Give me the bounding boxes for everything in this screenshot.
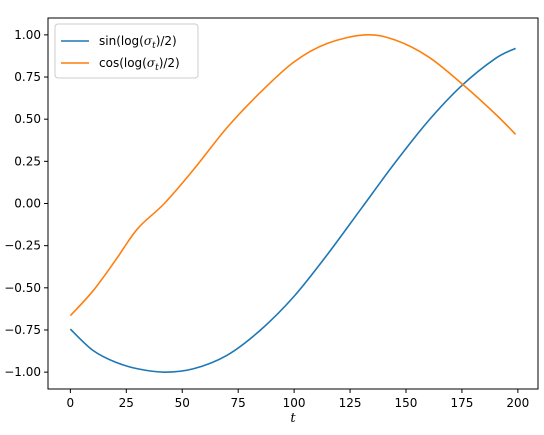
legend-text-part: t [152, 41, 156, 51]
x-axis-ticks: 0 25 50 75 100 125 150 175 200 [67, 389, 529, 410]
legend-text-part: σ [144, 34, 153, 48]
y-tick-label: −0.25 [4, 239, 41, 253]
legend-text-part: )/2) [159, 56, 180, 70]
legend: sin(log(σt)/2)cos(log(σt)/2) [54, 23, 199, 79]
x-tick-label: 175 [450, 396, 473, 410]
y-tick-label: 1.00 [14, 28, 41, 42]
legend-text-part: t [155, 63, 159, 73]
y-tick-label: −0.75 [4, 323, 41, 337]
y-tick-label: −0.50 [4, 281, 41, 295]
y-tick-label: 0.00 [14, 197, 41, 211]
x-tick-label: 100 [283, 396, 306, 410]
y-tick-label: 0.25 [14, 154, 41, 168]
legend-entry-label: sin(log(σt)/2) [99, 34, 177, 51]
x-tick-label: 25 [119, 396, 134, 410]
x-tick-label: 75 [231, 396, 246, 410]
legend-text-part: sin(log( [99, 34, 144, 48]
y-tick-label: 0.50 [14, 112, 41, 126]
x-tick-label: 50 [175, 396, 190, 410]
legend-text-part: σ [147, 56, 156, 70]
legend-text-part: cos(log( [99, 56, 147, 70]
x-tick-label: 150 [395, 396, 418, 410]
x-tick-label: 125 [339, 396, 362, 410]
series-line-sin [69, 47, 516, 373]
x-axis-label: t [290, 411, 296, 426]
legend-box [54, 23, 199, 79]
series-line-cos [69, 33, 517, 317]
y-axis-ticks: 1.00 0.75 0.50 0.25 0.00 −0.25 −0.50 −0.75 −1.00 [4, 28, 48, 379]
legend-entry-label: cos(log(σt)/2) [99, 56, 180, 73]
legend-text-part: )/2) [156, 34, 177, 48]
x-tick-label: 0 [67, 396, 75, 410]
x-tick-label: 200 [506, 396, 529, 410]
y-tick-label: −1.00 [4, 365, 41, 379]
y-tick-label: 0.75 [14, 70, 41, 84]
series-layer [69, 33, 517, 373]
